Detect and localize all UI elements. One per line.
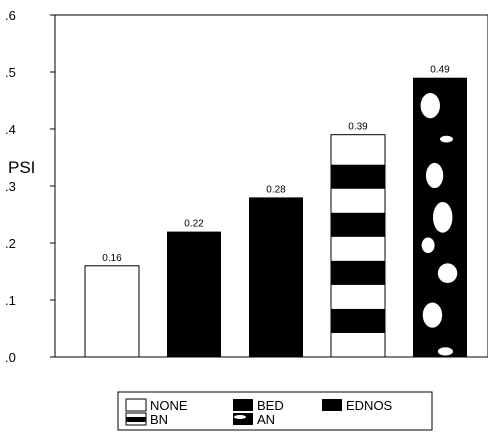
legend-frame	[117, 391, 433, 431]
bar-bn	[330, 134, 386, 358]
y-tick-label: .3	[5, 179, 16, 194]
data-label: 0.49	[430, 65, 450, 76]
bar-ednos	[249, 197, 303, 357]
bar-pattern-oval	[440, 135, 453, 143]
bar-pattern-oval	[421, 237, 435, 254]
legend-item-none: NONE	[125, 398, 188, 413]
bar-rect	[167, 231, 221, 357]
data-label: 0.28	[266, 184, 286, 195]
bar-pattern-oval	[425, 162, 444, 189]
legend-swatch	[322, 399, 342, 411]
legend-swatch	[233, 399, 253, 411]
legend-item-bed: BED	[233, 398, 284, 413]
data-label: 0.22	[184, 219, 204, 230]
bar-pattern-oval	[437, 347, 453, 356]
bar-rect	[84, 265, 140, 358]
legend-label: NONE	[150, 398, 188, 413]
y-tick-label: .0	[5, 350, 16, 365]
bar-pattern-oval	[422, 302, 443, 328]
legend-label: BN	[150, 412, 168, 427]
legend-swatch-oval	[234, 415, 246, 419]
y-tick-label: .4	[5, 122, 16, 137]
y-tick-label: .6	[5, 8, 16, 23]
bar-bed	[167, 231, 221, 357]
legend-item-ednos: EDNOS	[322, 398, 393, 413]
bar-pattern-oval	[420, 93, 440, 119]
bar-stripe	[331, 260, 385, 285]
legend-swatch	[125, 398, 147, 412]
bar-pattern-oval	[432, 201, 453, 233]
bar-rect	[249, 197, 303, 357]
bar-stripe	[331, 164, 385, 189]
y-tick-label: .1	[5, 293, 16, 308]
data-label: 0.16	[102, 253, 122, 264]
data-labels: 0.16 0.22 0.28 0.39 0.49	[102, 65, 450, 264]
legend-item-bn: BN	[125, 412, 168, 427]
legend: NONE BED EDNOS BN AN	[117, 391, 433, 431]
legend-label: EDNOS	[346, 398, 393, 413]
legend-swatch-stripe	[126, 417, 146, 422]
data-label: 0.39	[348, 122, 368, 133]
bar-pattern-oval	[437, 263, 458, 283]
y-tick-label: .2	[5, 236, 16, 251]
y-axis-ticks: .0 .1 .2 .3 .4 .5 .6	[5, 8, 55, 365]
bars	[84, 77, 467, 358]
legend-label: AN	[257, 412, 275, 427]
legend-swatch	[233, 413, 253, 425]
bar-stripe	[331, 308, 385, 333]
legend-label: BED	[257, 398, 284, 413]
bar-stripe	[331, 212, 385, 237]
bar-an	[413, 77, 467, 357]
legend-item-an: AN	[233, 412, 275, 427]
y-tick-label: .5	[5, 65, 16, 80]
bar-none	[84, 265, 140, 358]
y-axis-label: PSI	[8, 158, 35, 177]
